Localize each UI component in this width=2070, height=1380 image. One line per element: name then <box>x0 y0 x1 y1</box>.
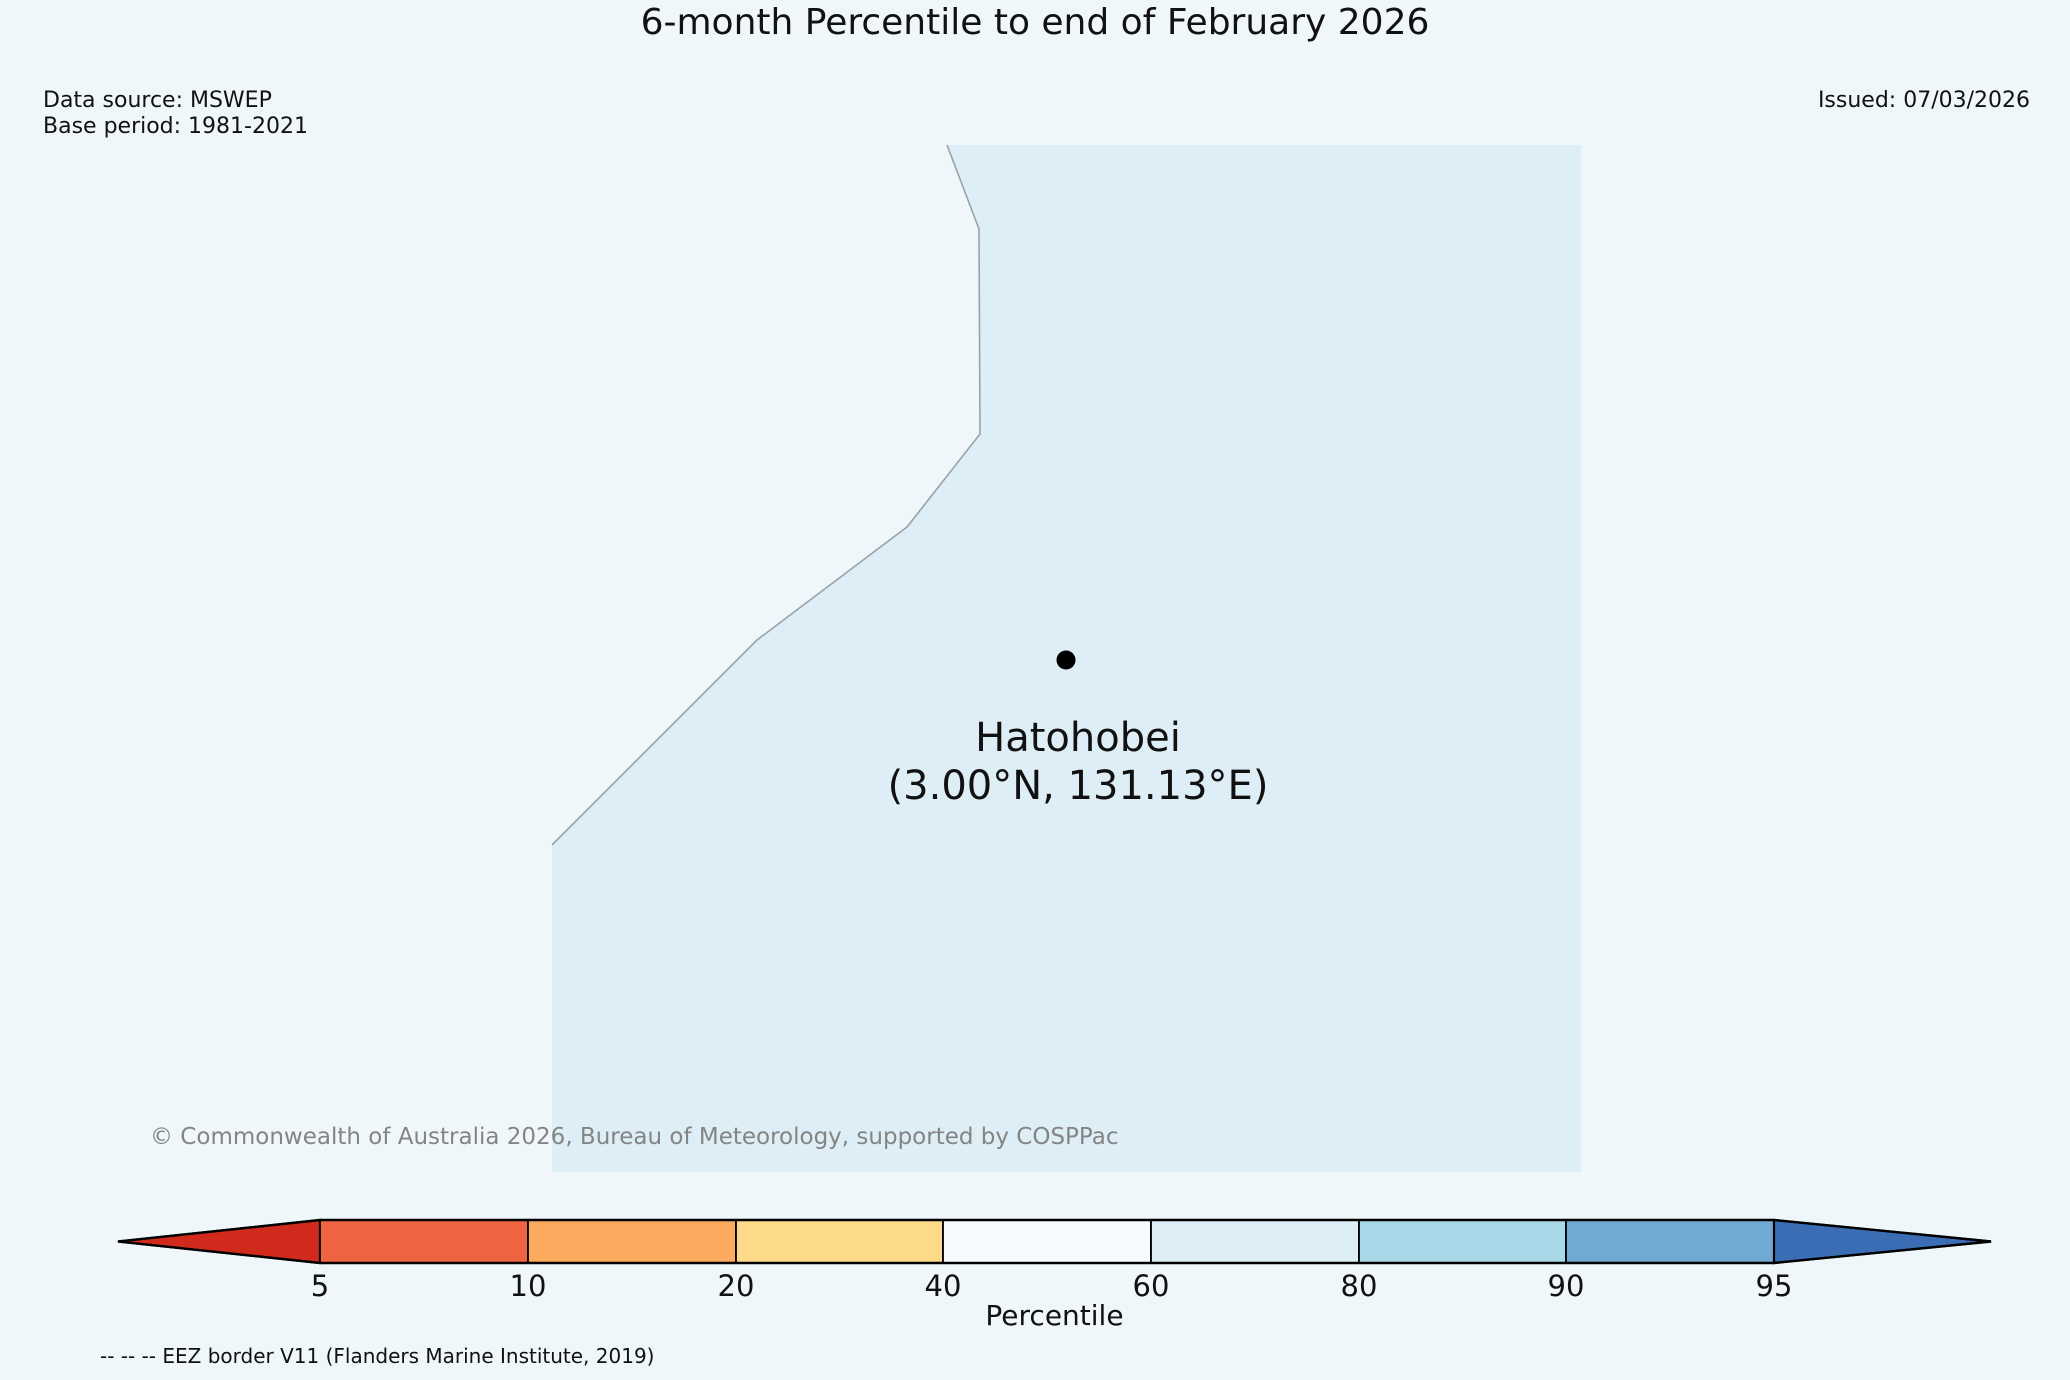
colorbar-outline <box>117 1218 1992 1265</box>
data-source-text: Data source: MSWEP <box>43 88 272 113</box>
colorbar-tick: 5 <box>310 1269 330 1303</box>
station-name: Hatohobei <box>975 715 1181 761</box>
colorbar-tick: 95 <box>1755 1269 1793 1303</box>
colorbar-tick: 80 <box>1340 1269 1378 1303</box>
station-marker-dot <box>1056 650 1076 670</box>
station-coordinates: (3.00°N, 131.13°E) <box>887 763 1269 809</box>
colorbar-tick: 90 <box>1547 1269 1585 1303</box>
colorbar-segment <box>1358 1219 1567 1264</box>
header-info: Data source: MSWEP Base period: 1981-202… <box>43 88 308 140</box>
colorbar-tick: 60 <box>1132 1269 1170 1303</box>
eez-legend-text: -- -- -- EEZ border V11 (Flanders Marine… <box>100 1344 655 1368</box>
colorbar-tick: 20 <box>717 1269 755 1303</box>
copyright-text: © Commonwealth of Australia 2026, Bureau… <box>150 1124 1119 1150</box>
colorbar-tick: 10 <box>509 1269 547 1303</box>
colorbar-label: Percentile <box>985 1299 1124 1332</box>
eez-border-line <box>551 144 981 846</box>
figure-title: 6-month Percentile to end of February 20… <box>640 2 1430 43</box>
colorbar <box>117 1218 1992 1265</box>
issued-text: Issued: 07/03/2026 <box>1817 88 2030 113</box>
base-period-text: Base period: 1981-2021 <box>43 114 308 139</box>
colorbar-tick: 40 <box>924 1269 962 1303</box>
station-label: Hatohobei (3.00°N, 131.13°E) <box>578 714 1578 810</box>
